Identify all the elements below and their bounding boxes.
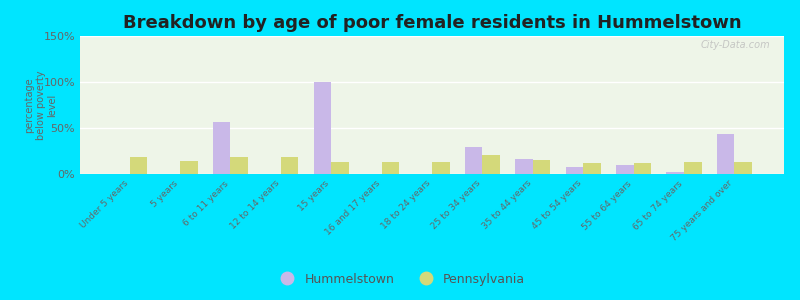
Bar <box>130 158 147 174</box>
Bar <box>717 134 734 174</box>
Y-axis label: percentage
below poverty
level: percentage below poverty level <box>24 70 58 140</box>
Bar <box>180 161 198 174</box>
Bar <box>281 158 298 174</box>
Bar <box>666 172 684 174</box>
Bar <box>230 158 248 174</box>
Bar <box>634 163 651 174</box>
Bar <box>213 122 230 174</box>
Bar <box>566 167 583 174</box>
Bar <box>382 162 399 174</box>
Bar <box>482 155 500 174</box>
Text: City-Data.com: City-Data.com <box>700 40 770 50</box>
Legend: Hummelstown, Pennsylvania: Hummelstown, Pennsylvania <box>270 268 530 291</box>
Bar <box>465 147 482 174</box>
Bar <box>314 82 331 174</box>
Bar <box>734 162 752 174</box>
Bar <box>583 163 601 174</box>
Bar <box>533 160 550 174</box>
Bar <box>684 162 702 174</box>
Bar <box>432 162 450 174</box>
Bar <box>616 165 634 174</box>
Title: Breakdown by age of poor female residents in Hummelstown: Breakdown by age of poor female resident… <box>122 14 742 32</box>
Bar <box>331 162 349 174</box>
Bar <box>515 159 533 174</box>
